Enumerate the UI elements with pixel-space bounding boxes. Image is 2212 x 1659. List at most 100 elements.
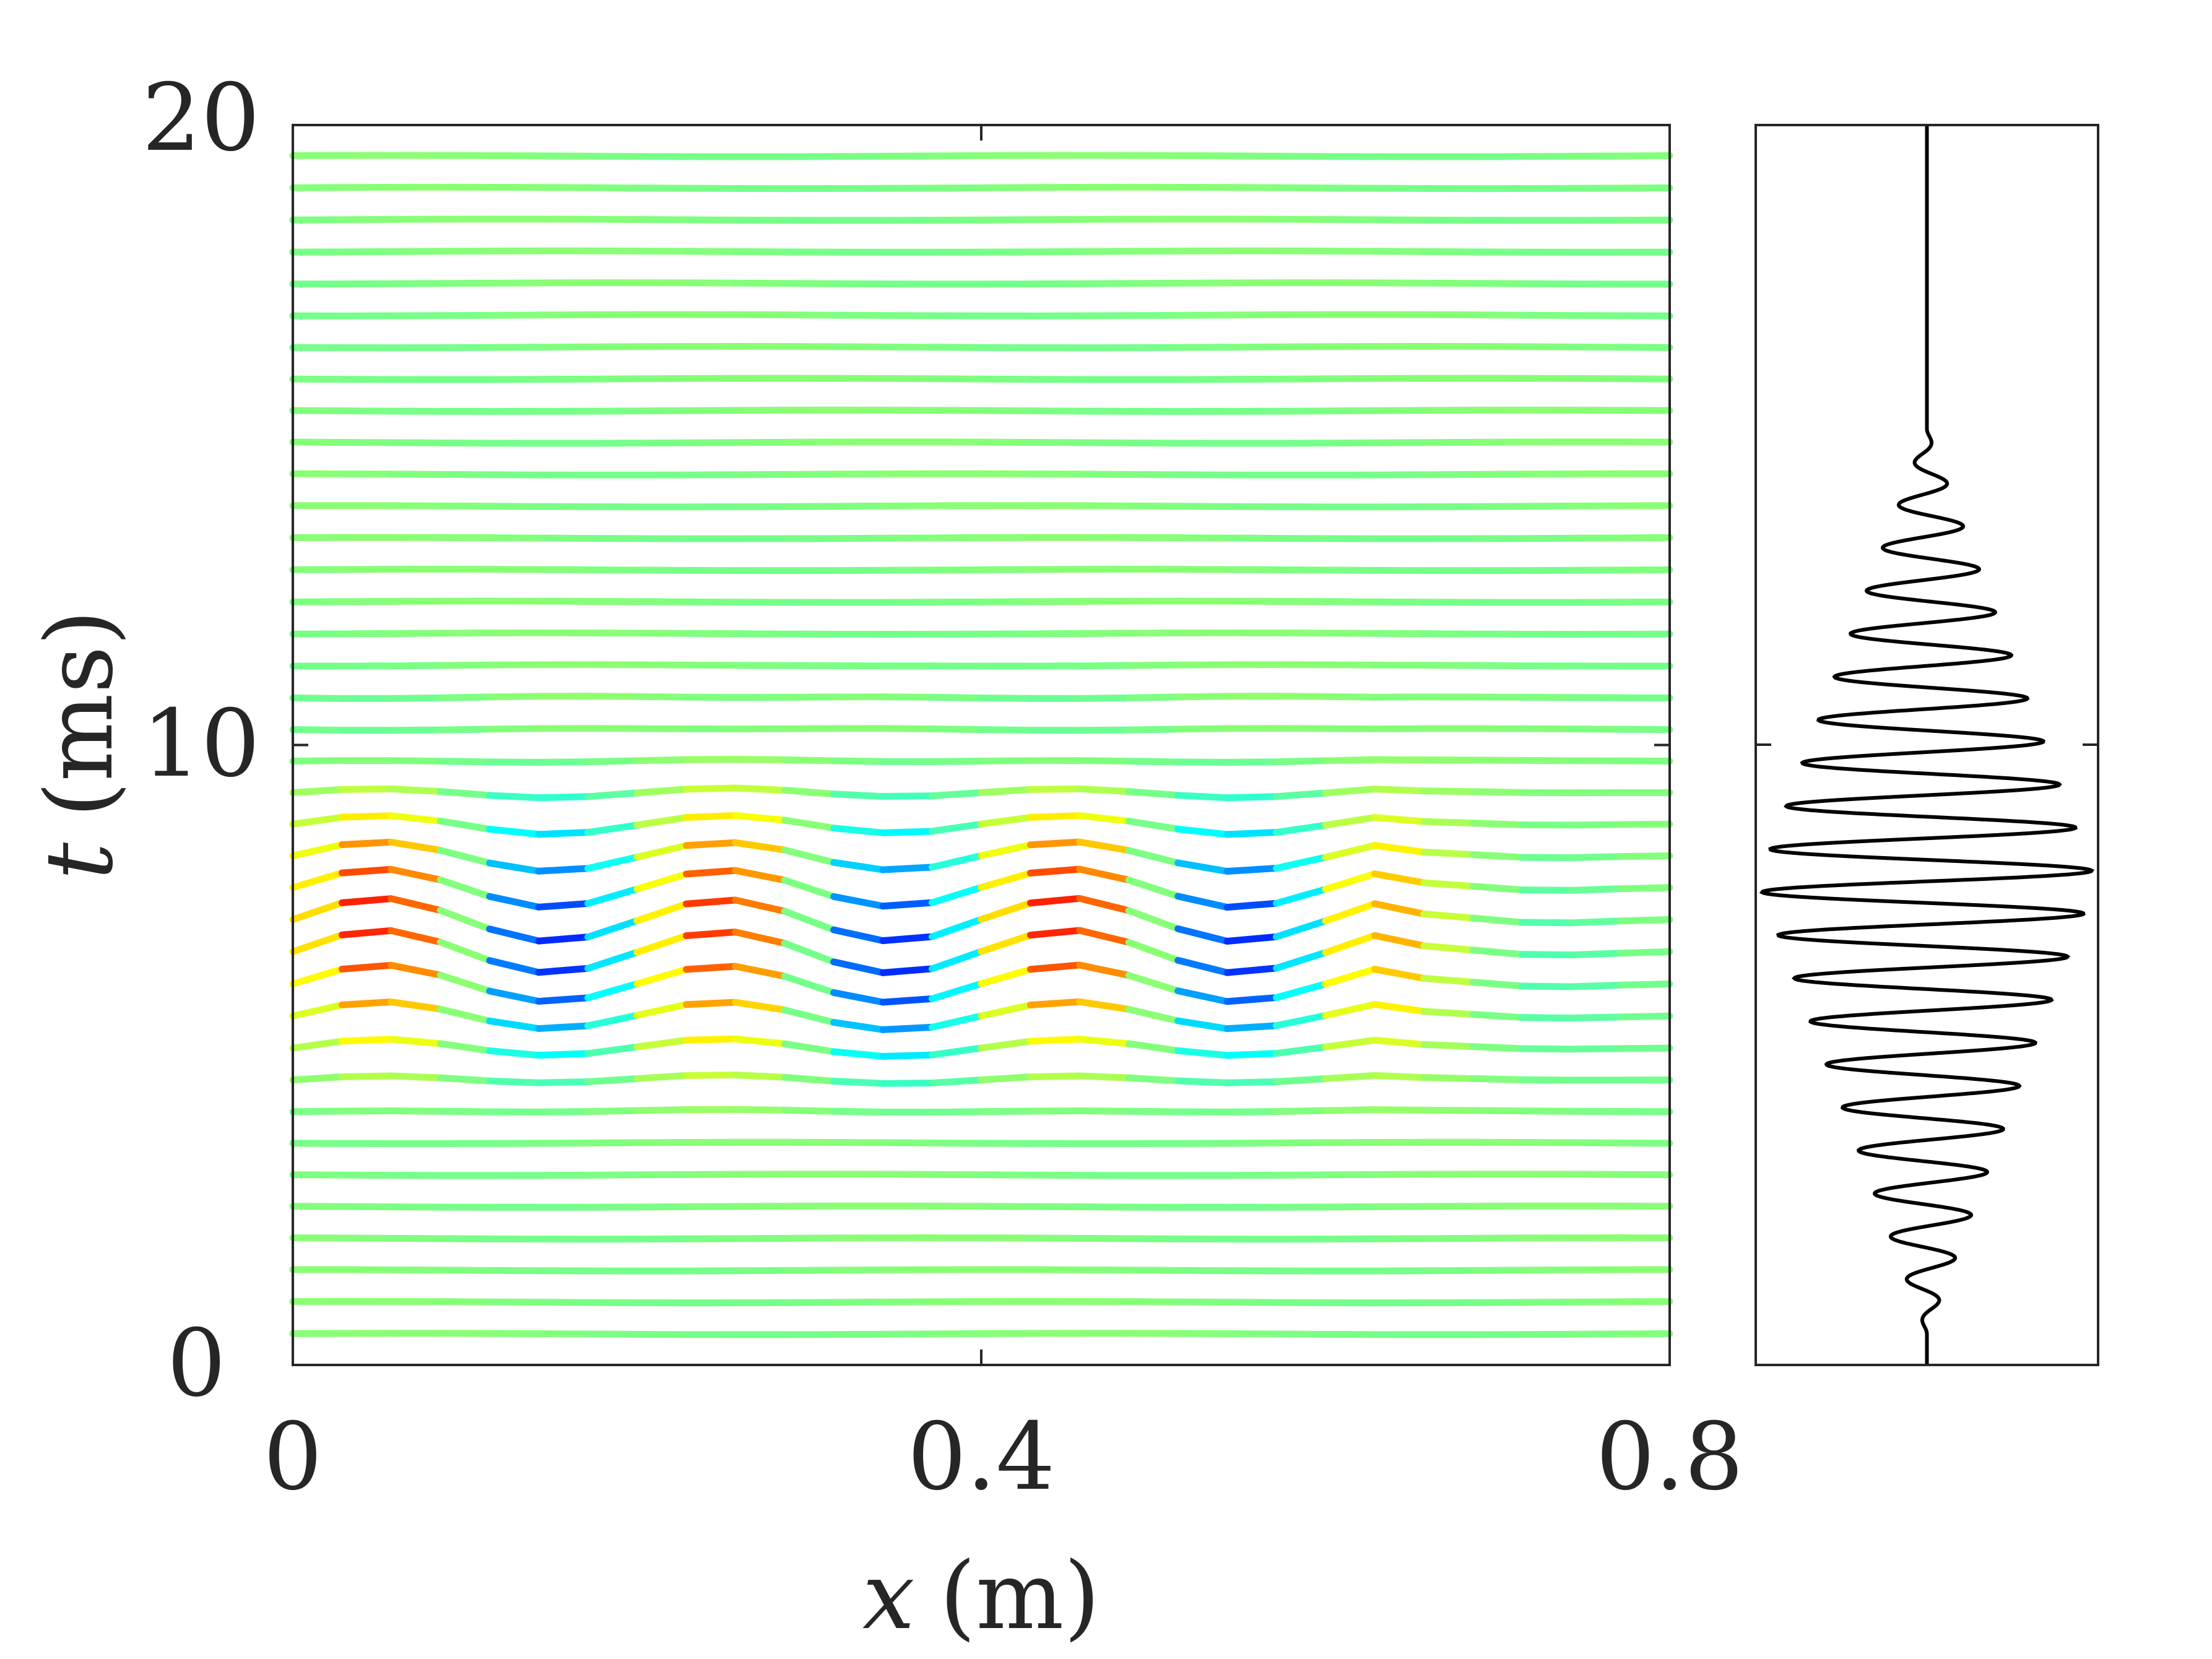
trace-segment bbox=[1174, 825, 1231, 838]
trace-segment bbox=[978, 966, 1034, 987]
x-axis-label-var: x bbox=[862, 1543, 915, 1650]
trace-segment bbox=[535, 865, 591, 875]
trace-segment bbox=[781, 972, 838, 997]
trace-segment bbox=[1322, 1036, 1379, 1050]
trace-segment bbox=[1420, 1008, 1477, 1018]
trace-segment bbox=[1322, 842, 1379, 861]
trace-segment bbox=[830, 859, 887, 873]
trace-segment bbox=[1125, 1107, 1182, 1115]
trace-segment bbox=[1568, 853, 1624, 862]
trace-segment bbox=[584, 917, 641, 941]
trace-segment bbox=[486, 1017, 542, 1033]
trace-segment bbox=[879, 899, 935, 910]
trace-segment bbox=[928, 693, 985, 701]
trace-segment bbox=[1420, 942, 1477, 954]
trace-segment bbox=[1174, 693, 1231, 701]
trace-segment bbox=[1174, 758, 1231, 766]
trace-segment bbox=[1568, 885, 1624, 894]
trace-segment bbox=[633, 1001, 690, 1019]
trace-segment bbox=[1616, 948, 1673, 957]
trace-segment bbox=[781, 877, 838, 900]
trace-segment bbox=[486, 987, 542, 1005]
trace-segment bbox=[781, 907, 838, 933]
trace-segment bbox=[683, 839, 739, 849]
trace-segment bbox=[486, 1047, 542, 1059]
trace-segment bbox=[1125, 907, 1182, 932]
trace-segment bbox=[1174, 792, 1231, 802]
trace-segment bbox=[584, 1043, 641, 1057]
trace-segment bbox=[339, 838, 395, 849]
trace-segment bbox=[830, 1019, 887, 1033]
excitation-axes bbox=[1754, 124, 2099, 1366]
trace-segment bbox=[1371, 932, 1428, 950]
y-tick-label-10: 10 bbox=[142, 690, 260, 798]
trace-segment bbox=[633, 693, 690, 701]
trace-segment bbox=[1272, 949, 1329, 972]
trace-segment bbox=[683, 963, 739, 973]
trace-segment bbox=[978, 869, 1034, 891]
trace-segment bbox=[1223, 793, 1280, 802]
trace-segment bbox=[732, 896, 788, 915]
x-axis-label-unit: (m) bbox=[940, 1543, 1100, 1650]
trace-segment bbox=[339, 895, 395, 906]
trace-segment bbox=[732, 812, 788, 824]
trace-segment bbox=[1322, 756, 1379, 765]
trace-segment bbox=[1027, 998, 1083, 1009]
trace-segment bbox=[1223, 933, 1280, 945]
trace-segment bbox=[1223, 758, 1280, 766]
trace-segment bbox=[1568, 950, 1624, 959]
trace-segment bbox=[584, 693, 641, 700]
trace-segment bbox=[1322, 932, 1379, 956]
trace-segment bbox=[633, 1036, 690, 1050]
trace-segment bbox=[732, 839, 788, 854]
trace-segment bbox=[781, 693, 838, 701]
trace-segment bbox=[436, 1005, 493, 1024]
trace-segment bbox=[436, 817, 493, 833]
trace-segment bbox=[1469, 1011, 1526, 1021]
trace-segment bbox=[732, 929, 788, 947]
trace-segment bbox=[1322, 966, 1379, 988]
trace-segment bbox=[830, 1107, 887, 1115]
trace-segment bbox=[1125, 693, 1182, 701]
trace-segment bbox=[732, 1106, 788, 1114]
trace-segment bbox=[535, 933, 591, 945]
trace-segment bbox=[1469, 820, 1526, 828]
trace-segment bbox=[879, 792, 935, 800]
trace-segment bbox=[879, 864, 935, 873]
trace-segment bbox=[289, 786, 346, 796]
trace-segment bbox=[781, 756, 838, 765]
trace-segment bbox=[339, 961, 395, 973]
trace-segment bbox=[535, 1022, 591, 1033]
trace-segment bbox=[1371, 842, 1428, 855]
trace-segment bbox=[1223, 964, 1280, 976]
trace-segment bbox=[1616, 852, 1673, 860]
trace-segment bbox=[289, 1073, 346, 1084]
trace-segment bbox=[486, 957, 542, 976]
trace-segment bbox=[1616, 1044, 1673, 1052]
trace-segment bbox=[830, 989, 887, 1006]
trace-segment bbox=[1027, 1072, 1083, 1081]
trace-segment bbox=[879, 965, 935, 976]
trace-segment bbox=[1027, 865, 1083, 877]
trace-segment bbox=[1519, 919, 1575, 927]
trace-segment bbox=[879, 828, 935, 836]
trace-segment bbox=[1223, 994, 1280, 1005]
trace-segment bbox=[1616, 980, 1673, 989]
trace-segment bbox=[289, 966, 346, 987]
trace-segment bbox=[1076, 894, 1132, 914]
trace-segment bbox=[1519, 982, 1575, 990]
trace-segment bbox=[1469, 883, 1526, 894]
trace-segment bbox=[1420, 974, 1477, 986]
trace-segment bbox=[535, 1050, 591, 1059]
trace-segment bbox=[436, 693, 493, 701]
trace-segment bbox=[1125, 972, 1182, 995]
trace-segment bbox=[1076, 927, 1132, 946]
trace-segment bbox=[1223, 829, 1280, 838]
trace-segment bbox=[781, 846, 838, 866]
trace-segment bbox=[1322, 870, 1379, 893]
trace-segment bbox=[289, 931, 346, 955]
trace-segment bbox=[1420, 910, 1477, 922]
trace-segment bbox=[1420, 818, 1477, 827]
main-axes-frame bbox=[292, 124, 1671, 1366]
